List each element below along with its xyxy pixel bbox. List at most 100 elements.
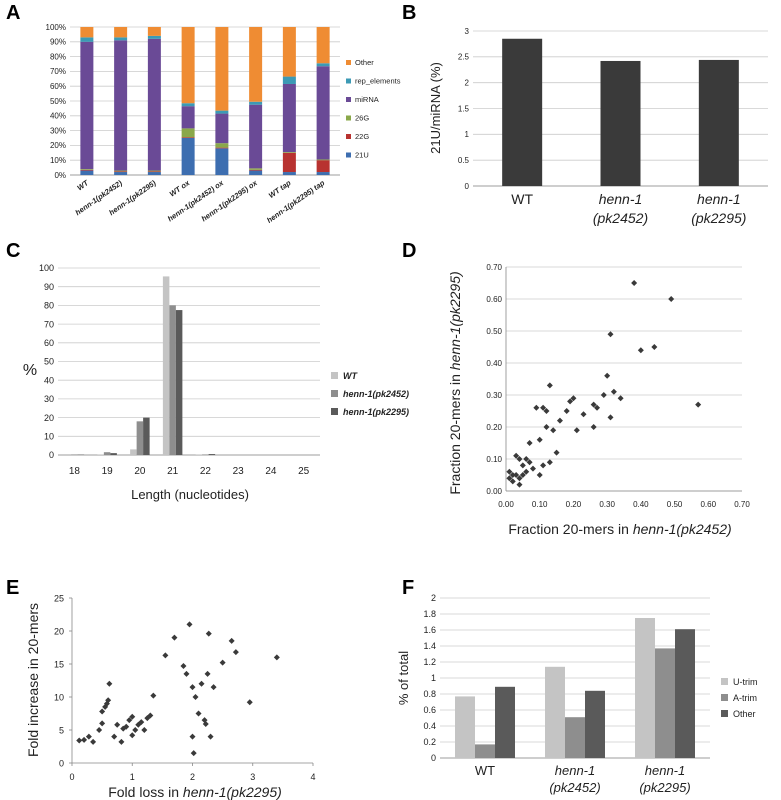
panel-a-bar-segment [249,27,263,102]
panel-f-ytick-label: 0.4 [423,721,436,731]
panel-d-point [543,408,550,414]
panel-f-ytick-label: 2 [431,593,436,603]
panel-d-point [540,404,547,411]
panel-f-ytick-label: 1.6 [423,625,436,635]
panel-d-point [509,478,516,485]
panel-a-bar-segment [215,27,229,111]
panel-d-point [516,475,523,482]
panel-d-point [550,427,557,434]
panel-a-bar-segment [249,170,263,175]
panel-b-category-label: (pk2295) [691,210,746,226]
panel-a-bar-segment [114,40,128,171]
panel-a-bar-segment [316,172,330,175]
panel-a-bar-segment [316,66,330,160]
panel-e-point [123,723,130,730]
panel-c-category-label: 24 [265,466,277,477]
panel-d-point [519,472,526,478]
panel-a-bar-segment [181,103,195,107]
panel-a-bar-segment [181,27,195,104]
panel-a-bar-segment [282,152,296,173]
panel-a-bar-segment [316,160,330,173]
panel-b-bar [600,60,641,186]
panel-e-point [114,721,121,728]
panel-a-bar-segment [181,128,195,138]
panel-e-point [189,733,196,740]
panel-e-point [198,680,205,687]
panel-c-bar [143,417,150,455]
panel-a-bar-segment [215,110,229,114]
panel-a-bar-segment [249,168,263,170]
panel-a-bar-segment [249,169,263,171]
panel-d-xtick-label: 0.50 [667,500,683,509]
panel-b-ytick-label: 1 [465,130,470,139]
panel-a-category-label: henn-1(pk2452) ox [166,178,226,224]
panel-a-ytick-label: 70% [50,67,66,76]
panel-e-point [180,662,187,669]
panel-e-point [106,680,113,687]
panel-a-legend-label: rep_elements [355,77,401,86]
panel-d-ytick-label: 0.30 [486,391,502,400]
panel-e-point [81,736,88,743]
panel-a-ytick-label: 30% [50,126,66,135]
panel-e-point [202,721,209,728]
panel-c-bar [136,421,144,455]
panel-b-ytick-label: 0 [465,182,470,191]
panel-e-point [190,750,197,757]
panel-b-bar [698,59,739,186]
panel-d-point [543,424,550,430]
panel-e-point [219,659,226,666]
panel-d-point [617,395,624,402]
panel-c-ytick-label: 20 [44,413,54,423]
panel-a-bar-segment [147,171,161,173]
panel-e-ytick-label: 0 [59,759,64,769]
panel-f-y-axis-title: % of total [396,651,411,705]
panel-e-point [207,733,214,740]
panel-d-point [506,468,513,475]
panel-d-point [513,472,520,478]
panel-e-point [126,717,133,724]
panel-d-xtick-label: 0.10 [532,500,548,509]
panel-f-legend-swatch [721,710,728,717]
panel-f-bar [635,618,655,758]
panel-d-point [546,459,553,466]
panel-a-bar-segment [181,106,195,129]
panel-f-category-label: henn-1 [645,763,685,778]
panel-c-ytick-label: 60 [44,338,54,348]
panel-d-point [506,475,513,482]
panel-b-category-label: WT [511,191,533,207]
panel-b-category-label: (pk2452) [593,210,648,226]
panel-e-point [183,670,190,677]
panel-a-legend-swatch [346,97,351,102]
panel-d-point [607,331,614,338]
panel-a-bar-segment [316,27,330,64]
panel-label-a: A [6,2,21,24]
panel-e-point [85,733,92,740]
panel-d-ytick-label: 0.50 [486,327,502,336]
panel-e-point [150,692,157,699]
panel-d-point [563,408,570,414]
panel-e-point [205,630,212,637]
panel-d-point [695,401,702,408]
panel-e-ytick-label: 20 [54,627,64,637]
panel-e-point [273,654,280,661]
panel-f-bar [655,648,675,758]
panel-f-ytick-label: 1.2 [423,657,436,667]
panel-a-bar-segment [282,76,296,84]
panel-e-x-axis-title: Fold loss in henn-1(pk2295) [108,784,282,800]
panel-e-point [118,738,125,745]
panel-e-ytick-label: 5 [59,726,64,736]
panel-d-point [513,452,520,459]
panel-a-legend-label: 21U [355,151,369,160]
panel-b-ytick-label: 2 [465,78,470,87]
panel-e-point [76,737,83,744]
panel-e-point [147,712,154,719]
panel-a-bar-segment [80,169,94,171]
panel-d-point [580,411,587,418]
panel-a-legend-label: 22G [355,132,369,141]
panel-d-ytick-label: 0.60 [486,295,502,304]
panel-b-category-label: henn-1 [697,191,741,207]
panel-a-bar-segment [215,147,229,149]
panel-d-xtick-label: 0.70 [734,500,750,509]
panel-d-point [594,404,601,411]
panel-a-bar-segment [215,148,229,175]
